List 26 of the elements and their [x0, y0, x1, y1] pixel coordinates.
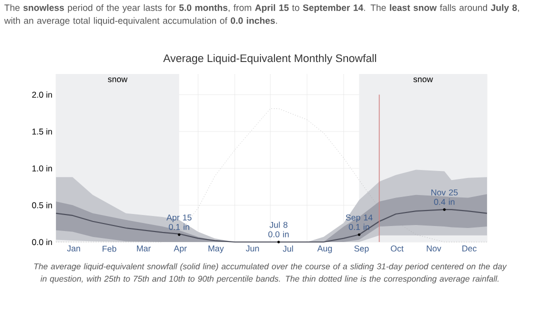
x-tick-label: Nov	[426, 246, 442, 252]
annotation: Sep 14 0.1 in	[346, 214, 373, 230]
x-tick-label: Jul	[282, 246, 293, 252]
chart-title: Average Liquid-Equivalent Monthly Snowfall	[163, 54, 376, 64]
text: The average liquid-equivalent snowfall (solid line) accumulated over the course of a sliding 31-day period centered on the day in question, with 25th to 75th and 10th to 90th percentile bands. The thin dotted line is the corresponding average rainfall.	[34, 263, 507, 284]
y-tick-label: 1.5 in	[32, 128, 52, 135]
x-tick-label: Jan	[67, 246, 80, 252]
annotation: Nov 25 0.4 in	[431, 189, 458, 205]
x-tick-label: Jun	[246, 246, 259, 252]
y-tick-label: 1.0 in	[32, 165, 52, 172]
band-label: snow	[413, 78, 433, 82]
x-tick-label: Sep	[354, 246, 369, 254]
y-tick-label: 2.0 in	[32, 92, 52, 98]
x-tick-label: Feb	[102, 246, 116, 252]
band-label: snow	[108, 78, 128, 82]
x-tick-label: Dec	[462, 246, 477, 252]
x-tick-label: Aug	[317, 246, 332, 254]
y-tick-label: 0.0 in	[32, 238, 52, 246]
annotation: Jul 8 0.0 in	[268, 222, 289, 238]
text: The snowless period of the year lasts for 5.0 months, from April 15 to September 14. The least snow falls around July 8, with an average total liquid-equivalent accumulation of 0.0 inches.	[4, 4, 519, 26]
x-tick-label: Mar	[137, 246, 151, 252]
x-tick-label: May	[208, 246, 224, 254]
x-tick-label: Apr	[174, 246, 187, 254]
x-tick-label: Oct	[390, 246, 404, 252]
y-tick-label: 0.5 in	[32, 202, 52, 208]
annotation: Apr 15 0.1 in	[166, 214, 192, 230]
